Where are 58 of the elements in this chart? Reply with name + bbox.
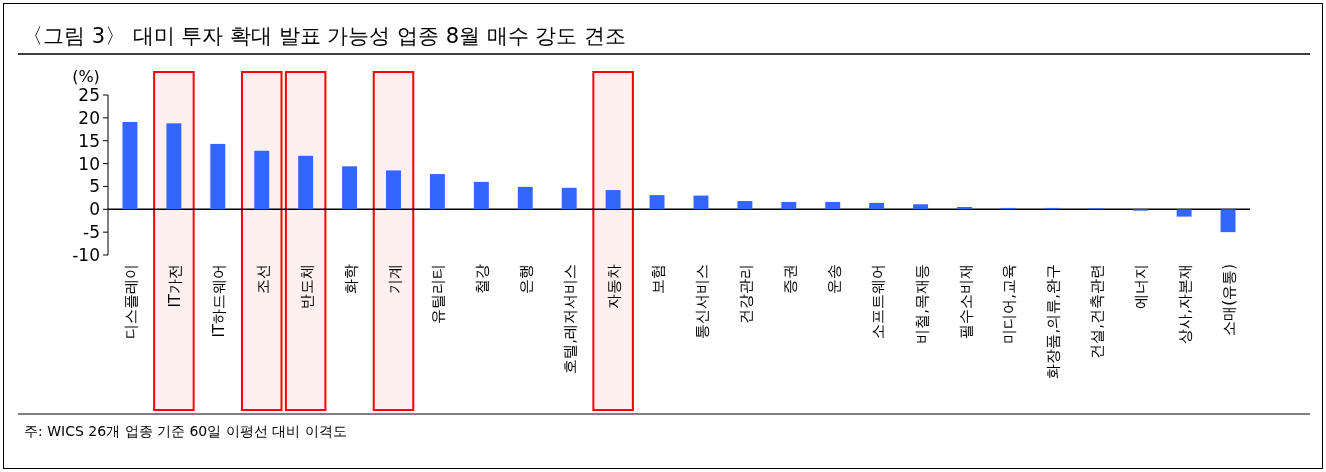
x-tick-label: 건설,건축관련 — [1088, 264, 1107, 359]
bar — [561, 187, 577, 210]
bar — [122, 121, 138, 210]
y-tick-label: 10 — [78, 153, 100, 174]
chart-title: 〈그림 3〉 대미 투자 확대 발표 가능성 업종 8월 매수 강도 견조 — [22, 24, 627, 48]
x-tick-label: IT하드웨어 — [209, 264, 228, 338]
bar — [210, 143, 226, 210]
x-tick-label: 화학 — [341, 264, 360, 294]
bar — [473, 181, 489, 210]
x-tick-label: 호텔,레저서비스 — [561, 264, 580, 374]
y-tick-label: 20 — [78, 107, 100, 128]
text: 주: WICS 26개 업종 기준 60일 이평선 대비 이격도 — [24, 423, 347, 439]
bar — [342, 166, 358, 210]
bar — [386, 170, 401, 210]
bar — [649, 195, 665, 210]
bar — [781, 201, 797, 210]
x-tick-label: 보험 — [649, 264, 668, 294]
bar — [1176, 209, 1192, 217]
bar — [693, 195, 709, 210]
x-tick-label: 기계 — [385, 264, 404, 294]
x-tick-label: 증권 — [780, 264, 799, 294]
bar — [1220, 209, 1236, 233]
bar — [429, 174, 445, 210]
x-tick-label: 필수소비재 — [956, 264, 975, 339]
x-tick-label: 철강 — [473, 264, 492, 294]
x-tick-label: 자동차 — [605, 264, 624, 309]
x-tick-label: 비철,목재등 — [912, 264, 931, 344]
y-tick-label: 0 — [89, 199, 100, 220]
bar — [166, 123, 182, 210]
y-axis-title: (%) — [72, 67, 100, 86]
y-tick-label: -5 — [83, 222, 100, 243]
x-tick-label: 화장품,의류,완구 — [1044, 264, 1063, 379]
y-tick-label: -10 — [72, 245, 100, 265]
bar — [254, 150, 270, 210]
x-tick-label: 디스플레이 — [121, 264, 140, 339]
bar — [298, 155, 314, 210]
x-tick-label: IT가전 — [165, 264, 184, 308]
x-tick-label: 반도체 — [297, 264, 316, 309]
x-tick-label: 미디어,교육 — [1000, 264, 1019, 344]
bar — [737, 201, 753, 210]
x-tick-label: 운송 — [824, 264, 843, 294]
bar — [517, 186, 533, 210]
bar — [913, 204, 929, 210]
y-tick-label: 15 — [78, 130, 100, 151]
x-tick-label: 은행 — [517, 264, 536, 294]
x-tick-label: 유틸리티 — [429, 264, 448, 324]
bar — [825, 201, 841, 210]
y-tick-label: 25 — [78, 85, 100, 105]
x-tick-label: 소프트웨어 — [868, 264, 887, 339]
x-tick-label: 에너지 — [1132, 264, 1151, 309]
x-tick-label: 상사,자본재 — [1176, 264, 1195, 344]
x-tick-label: 건강관리 — [736, 264, 755, 324]
x-tick-label: 소매(유통) — [1220, 264, 1239, 336]
y-tick-label: 5 — [89, 176, 100, 197]
x-tick-label: 조선 — [253, 264, 272, 294]
x-tick-label: 통신서비스 — [692, 264, 711, 339]
bar — [605, 190, 621, 210]
bar — [869, 202, 885, 210]
